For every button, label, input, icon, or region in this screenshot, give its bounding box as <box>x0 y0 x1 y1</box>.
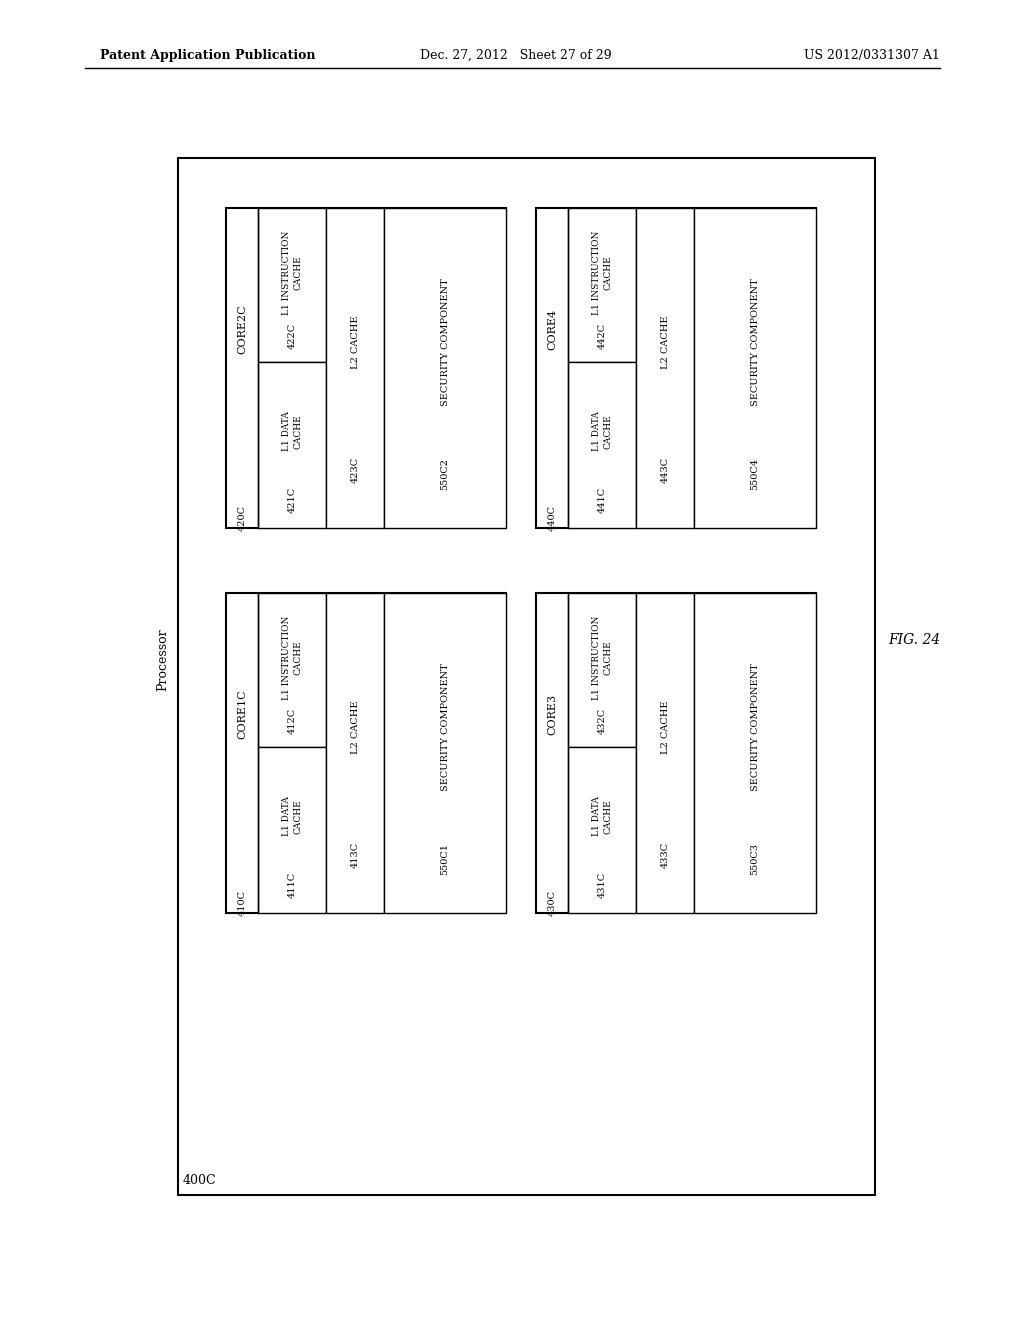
Text: 440C: 440C <box>548 506 556 531</box>
Bar <box>536 209 816 528</box>
Text: 550C3: 550C3 <box>751 842 760 875</box>
Text: L1 INSTRUCTION
CACHE: L1 INSTRUCTION CACHE <box>282 615 302 700</box>
Bar <box>258 593 326 747</box>
Text: 412C: 412C <box>288 708 297 734</box>
Text: L1 INSTRUCTION
CACHE: L1 INSTRUCTION CACHE <box>592 230 612 314</box>
Text: Dec. 27, 2012   Sheet 27 of 29: Dec. 27, 2012 Sheet 27 of 29 <box>420 49 611 62</box>
Text: 550C2: 550C2 <box>440 458 450 490</box>
Bar <box>258 747 326 913</box>
Text: FIG. 24: FIG. 24 <box>888 634 940 647</box>
Text: 421C: 421C <box>288 487 297 512</box>
Text: L2 CACHE: L2 CACHE <box>660 701 670 754</box>
Text: L1 DATA
CACHE: L1 DATA CACHE <box>592 796 612 837</box>
Text: 423C: 423C <box>350 457 359 483</box>
Bar <box>326 209 384 528</box>
Text: 410C: 410C <box>238 890 247 916</box>
Text: SECURITY COMPONENT: SECURITY COMPONENT <box>751 664 760 791</box>
Text: CORE1C: CORE1C <box>237 690 247 739</box>
Bar <box>178 158 874 1195</box>
Bar <box>568 209 636 362</box>
Text: SECURITY COMPONENT: SECURITY COMPONENT <box>440 279 450 407</box>
Text: Patent Application Publication: Patent Application Publication <box>100 49 315 62</box>
Text: CORE2C: CORE2C <box>237 305 247 354</box>
Text: L1 INSTRUCTION
CACHE: L1 INSTRUCTION CACHE <box>282 230 302 314</box>
Bar <box>694 209 816 528</box>
Text: 400C: 400C <box>183 1173 217 1187</box>
Text: 422C: 422C <box>288 322 297 348</box>
Text: L1 DATA
CACHE: L1 DATA CACHE <box>282 796 302 837</box>
Text: 443C: 443C <box>660 457 670 483</box>
Text: L1 INSTRUCTION
CACHE: L1 INSTRUCTION CACHE <box>592 615 612 700</box>
Bar <box>568 362 636 528</box>
Text: 432C: 432C <box>597 708 606 734</box>
Bar <box>536 593 816 913</box>
Text: L2 CACHE: L2 CACHE <box>350 315 359 370</box>
Bar <box>258 209 326 362</box>
Text: L2 CACHE: L2 CACHE <box>660 315 670 370</box>
Text: 442C: 442C <box>597 322 606 348</box>
Bar <box>384 593 506 913</box>
Text: 550C1: 550C1 <box>440 842 450 875</box>
Text: 433C: 433C <box>660 842 670 869</box>
Text: L1 DATA
CACHE: L1 DATA CACHE <box>282 412 302 451</box>
Text: 413C: 413C <box>350 842 359 869</box>
Text: 431C: 431C <box>597 871 606 898</box>
Bar <box>226 593 506 913</box>
Text: 430C: 430C <box>548 890 556 916</box>
Text: US 2012/0331307 A1: US 2012/0331307 A1 <box>804 49 940 62</box>
Bar <box>568 747 636 913</box>
Bar <box>226 209 506 528</box>
Text: CORE4: CORE4 <box>547 309 557 350</box>
Bar <box>568 593 636 747</box>
Bar <box>636 593 694 913</box>
Text: 411C: 411C <box>288 871 297 898</box>
Text: L2 CACHE: L2 CACHE <box>350 701 359 754</box>
Text: SECURITY COMPONENT: SECURITY COMPONENT <box>751 279 760 407</box>
Bar <box>258 362 326 528</box>
Text: CORE3: CORE3 <box>547 694 557 735</box>
Text: L1 DATA
CACHE: L1 DATA CACHE <box>592 412 612 451</box>
Text: 420C: 420C <box>238 506 247 531</box>
Bar <box>694 593 816 913</box>
Bar <box>326 593 384 913</box>
Bar <box>384 209 506 528</box>
Text: 441C: 441C <box>597 487 606 512</box>
Bar <box>636 209 694 528</box>
Text: SECURITY COMPONENT: SECURITY COMPONENT <box>440 664 450 791</box>
Text: 550C4: 550C4 <box>751 458 760 490</box>
Text: Processor: Processor <box>157 628 170 692</box>
